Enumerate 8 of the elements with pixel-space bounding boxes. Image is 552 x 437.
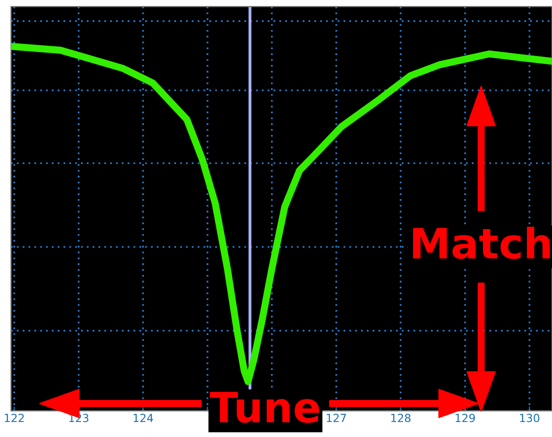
annotation: Tune [210, 392, 320, 423]
x-tick-label: 129 [456, 414, 475, 422]
annotation: Match [413, 226, 550, 259]
x-tick-label: 124 [134, 414, 154, 422]
x-tick-label: 130 [520, 414, 540, 422]
x-tick-label: 127 [326, 414, 346, 422]
x-tick-label: 122 [4, 414, 24, 422]
x-tick-label: 128 [391, 414, 411, 422]
